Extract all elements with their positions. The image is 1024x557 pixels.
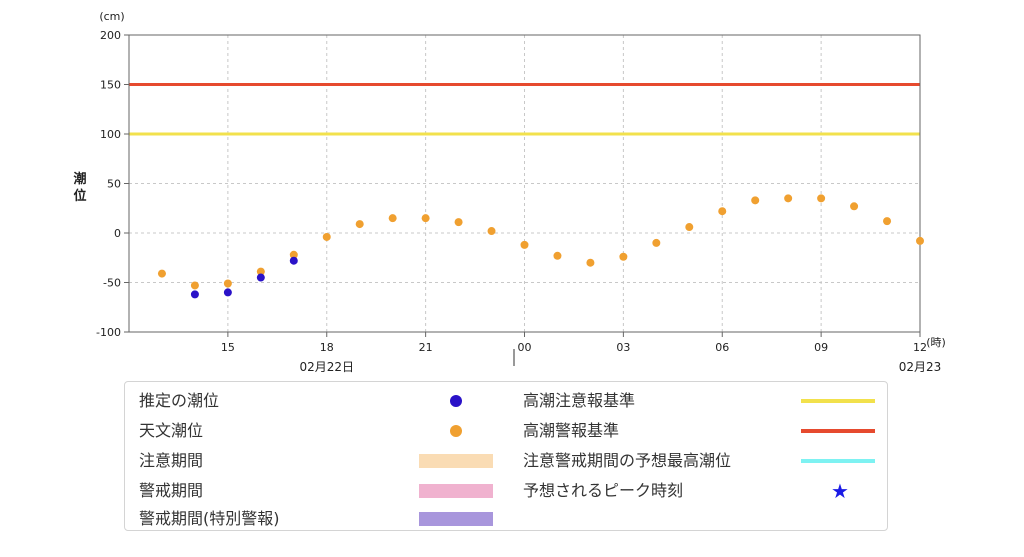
tide-chart: 200 150 100 50 0 -50 -100 15 18 21 00 03 06 09 12 02月2… — [73, 10, 946, 374]
y-tick-label: 0 — [114, 227, 121, 240]
data-point — [619, 252, 628, 261]
x-tick-label: 15 — [221, 341, 235, 354]
x-axis: 15 18 21 00 03 06 09 12 02月22日 02月23 — [221, 332, 941, 374]
data-point — [157, 269, 166, 278]
reference-lines — [129, 83, 920, 136]
data-point — [718, 207, 727, 216]
data-point — [850, 202, 859, 211]
x-tick-label: 18 — [320, 341, 334, 354]
x-tick-label: 12 — [913, 341, 927, 354]
y-axis: 200 150 100 50 0 -50 -100 — [96, 29, 129, 339]
legend-label-special-warning-period: 警戒期間(特別警報) — [139, 509, 280, 528]
legend-swatch-estimated-tide — [450, 395, 462, 407]
y-tick-label: -50 — [103, 277, 121, 290]
legend-swatch-special-warning-period — [419, 512, 493, 526]
y-axis-label-char: 潮 — [73, 171, 86, 187]
legend-swatch-max-tide-forecast — [801, 459, 875, 463]
y-tick-label: 200 — [100, 29, 121, 42]
data-point — [685, 223, 694, 232]
data-point — [454, 218, 463, 227]
data-point — [883, 217, 892, 226]
legend-label-peak-time: 予想されるピーク時刻 — [523, 481, 684, 500]
data-point — [355, 220, 364, 229]
legend-label-astronomical-tide: 天文潮位 — [139, 421, 204, 440]
x-tick-label: 06 — [715, 341, 729, 354]
legend-swatch-astronomical-tide — [450, 425, 462, 437]
data-point — [817, 194, 826, 203]
legend-label-caution-period: 注意期間 — [139, 451, 204, 470]
star-icon: ★ — [831, 479, 849, 503]
data-point — [256, 273, 265, 282]
date-label: 02月22日 — [299, 360, 354, 374]
legend-swatch-advisory-level — [801, 399, 875, 403]
data-point — [751, 196, 760, 205]
legend-swatch-warning-period — [419, 484, 493, 498]
x-tick-label: 03 — [616, 341, 630, 354]
y-tick-label: -100 — [96, 326, 121, 339]
legend: 推定の潮位 天文潮位 注意期間 警戒期間 警戒期間(特別警報) 高潮注意報基準 … — [124, 381, 888, 531]
legend-label-advisory-level: 高潮注意報基準 — [523, 391, 636, 410]
data-point — [223, 279, 232, 288]
data-point — [190, 290, 199, 299]
y-tick-label: 100 — [100, 128, 121, 141]
data-point — [553, 251, 562, 260]
legend-label-estimated-tide: 推定の潮位 — [139, 391, 220, 410]
data-point — [586, 258, 595, 267]
legend-swatch-warning-level — [801, 429, 875, 433]
legend-swatch-caution-period — [419, 454, 493, 468]
data-point — [784, 194, 793, 203]
data-point — [388, 214, 397, 223]
x-tick-label: 21 — [419, 341, 433, 354]
y-unit: (cm) — [99, 10, 124, 23]
data-point — [520, 240, 529, 249]
data-point — [322, 232, 331, 241]
data-point — [916, 236, 924, 245]
data-point — [421, 214, 430, 223]
data-point — [652, 238, 661, 247]
y-tick-label: 50 — [107, 178, 121, 191]
legend-label-warning-period: 警戒期間 — [139, 481, 204, 500]
grid — [129, 34, 921, 333]
y-axis-label-char: 位 — [73, 188, 86, 204]
data-points — [157, 194, 924, 299]
data-point — [256, 267, 265, 276]
data-point — [487, 227, 496, 236]
x-tick-label: 09 — [814, 341, 828, 354]
data-point — [289, 250, 298, 259]
legend-label-warning-level: 高潮警報基準 — [523, 421, 620, 440]
y-tick-label: 150 — [100, 79, 121, 92]
data-point — [223, 288, 232, 297]
data-point — [289, 256, 298, 265]
x-unit: (時) — [926, 336, 946, 349]
legend-label-max-tide-forecast: 注意警戒期間の予想最高潮位 — [523, 451, 732, 470]
date-label: 02月23 — [899, 360, 942, 374]
y-axis-label: 潮位 — [73, 171, 86, 204]
data-point — [190, 281, 199, 290]
x-tick-label: 00 — [518, 341, 532, 354]
